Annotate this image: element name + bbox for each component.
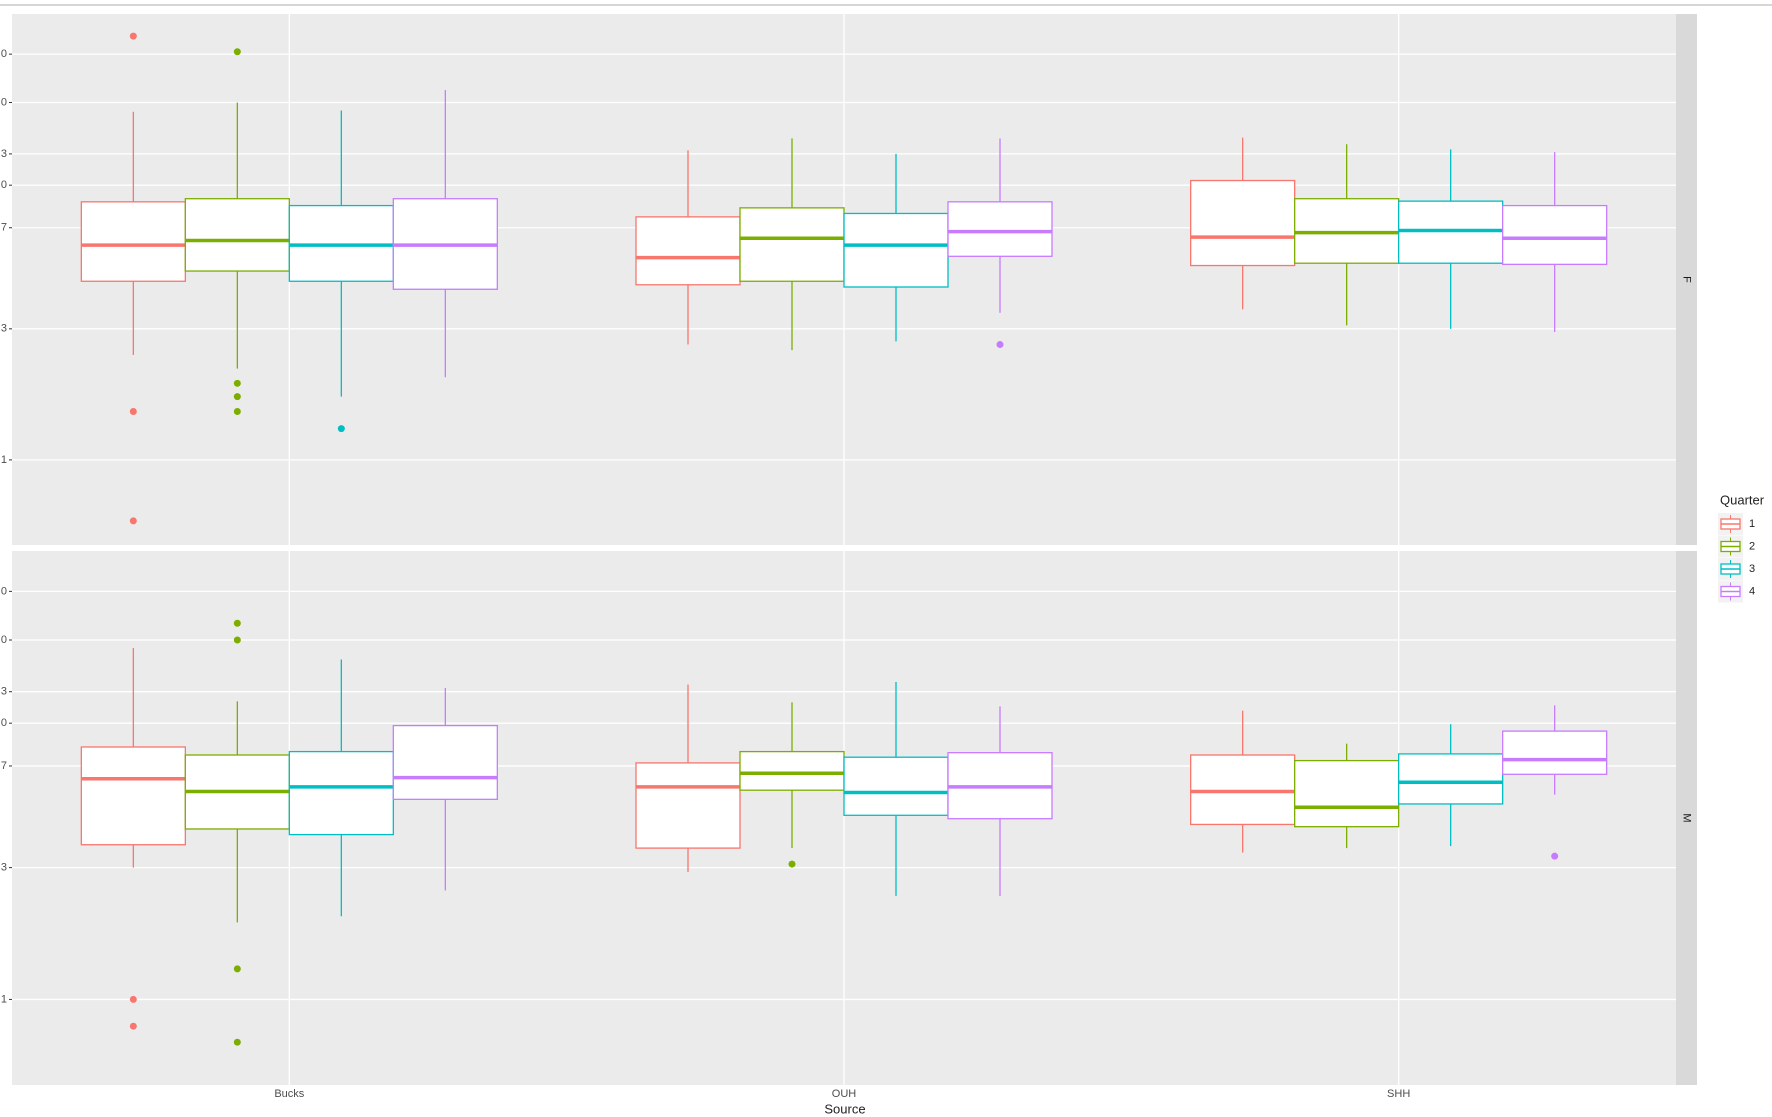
facet-strip [1676, 551, 1697, 1085]
legend-label: 4 [1749, 585, 1755, 597]
box [80, 201, 186, 282]
facet-label: F [1681, 276, 1693, 283]
outlier [129, 517, 137, 525]
y-tick-label: 0 [1, 48, 7, 60]
y-tick-label: 3 [1, 686, 7, 698]
outlier [129, 995, 137, 1003]
box [288, 750, 394, 836]
y-tick-label: 0 [1, 585, 7, 597]
box [1502, 730, 1608, 775]
y-tick-label: 0 [1, 96, 7, 108]
box [739, 750, 845, 791]
box [1294, 759, 1400, 828]
y-tick-label: 0 [1, 179, 7, 191]
outlier [233, 636, 241, 644]
outlier [233, 619, 241, 627]
legend-label: 2 [1749, 540, 1755, 552]
box [843, 212, 949, 288]
box [1190, 179, 1296, 267]
box [80, 746, 186, 846]
box [1398, 753, 1504, 805]
box [392, 724, 498, 800]
outlier [233, 408, 241, 416]
y-tick-label: 3 [1, 148, 7, 160]
facet-label: M [1681, 813, 1693, 822]
box [843, 756, 949, 816]
x-tick-label: Bucks [274, 1088, 304, 1100]
y-tick-label: 0 [1, 634, 7, 646]
box [184, 198, 290, 272]
outlier [1551, 852, 1559, 860]
x-tick-label: OUH [832, 1088, 857, 1100]
outlier [233, 48, 241, 56]
outlier [996, 341, 1004, 349]
y-tick-label: 3 [1, 323, 7, 335]
outlier [337, 425, 345, 433]
legend-label: 3 [1749, 563, 1755, 575]
legend-title: Quarter [1720, 492, 1765, 507]
y-tick-label: 7 [1, 222, 7, 234]
x-axis-title: Source [824, 1101, 865, 1116]
box [1502, 204, 1608, 266]
y-tick-label: 1 [1, 993, 7, 1005]
outlier [233, 379, 241, 387]
box [947, 201, 1053, 257]
y-tick-label: 3 [1, 862, 7, 874]
y-tick-label: 7 [1, 760, 7, 772]
legend-label: 1 [1749, 518, 1755, 530]
box [635, 762, 741, 849]
outlier [233, 393, 241, 401]
outlier [788, 860, 796, 868]
outlier [129, 408, 137, 416]
outlier [233, 965, 241, 973]
box [739, 207, 845, 282]
y-tick-label: 0 [1, 717, 7, 729]
facet-strip [1676, 14, 1697, 545]
y-tick-label: 1 [1, 454, 7, 466]
box [635, 216, 741, 286]
outlier [129, 32, 137, 40]
x-tick-label: SHH [1387, 1088, 1410, 1100]
outlier [233, 1038, 241, 1046]
outlier [129, 1022, 137, 1030]
